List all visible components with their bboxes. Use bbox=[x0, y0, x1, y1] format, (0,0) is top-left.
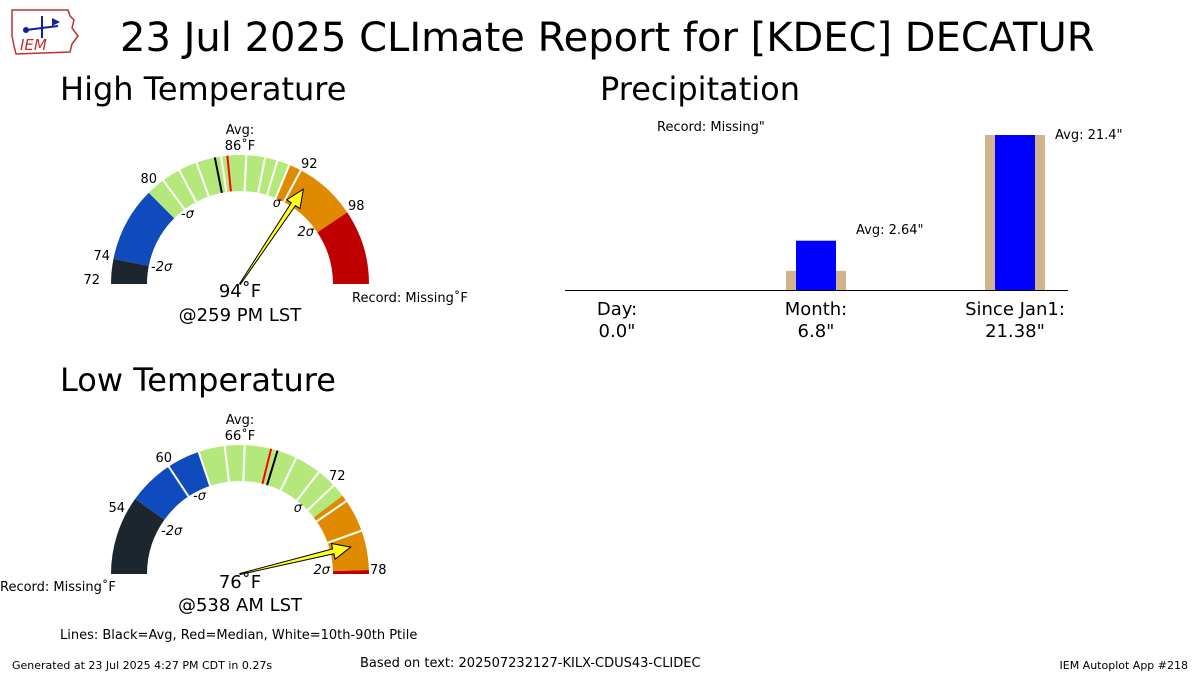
low-sigma-minus2: -2σ bbox=[161, 524, 183, 539]
high-average-line bbox=[213, 157, 223, 193]
low-sigma-plus1: σ bbox=[294, 501, 303, 516]
high-avg-label: Avg: bbox=[226, 123, 254, 138]
high-record-label: Record: Missing˚F bbox=[352, 290, 468, 306]
high-percentile-line-4 bbox=[243, 155, 248, 192]
precip-observed-bar-2 bbox=[995, 135, 1035, 290]
low-avg-label: Avg: bbox=[226, 413, 254, 428]
low-percentile-line-7 bbox=[316, 500, 347, 523]
precip-category-day: Day: bbox=[597, 299, 637, 320]
footer-app: IEM Autoplot App #218 bbox=[1059, 659, 1189, 672]
high-percentile-line-8 bbox=[282, 169, 302, 203]
low-percentile-line-0 bbox=[167, 465, 190, 498]
high-percentile-line-6 bbox=[266, 160, 279, 196]
high-tick-80: 80 bbox=[140, 172, 157, 187]
precip-record-label: Record: Missing" bbox=[657, 120, 765, 135]
high-percentile-line-2 bbox=[195, 162, 210, 197]
precip-value-day: 0.0" bbox=[599, 321, 636, 342]
high-gauge-labels: Avg: 86˚F 72 74 80 92 98 -2σ -σ σ 2σ 94˚… bbox=[83, 123, 467, 326]
low-tick-72: 72 bbox=[329, 469, 346, 484]
low-percentile-line-5 bbox=[296, 471, 320, 502]
lines-legend-note: Lines: Black=Avg, Red=Median, White=10th… bbox=[60, 628, 418, 643]
low-band-2 bbox=[198, 445, 343, 518]
precipitation-title: Precipitation bbox=[600, 70, 801, 108]
high-percentile-line-7 bbox=[274, 164, 291, 199]
footer-based-on: Based on text: 202507232127-KILX-CDUS43-… bbox=[360, 656, 701, 671]
high-temperature-title: High Temperature bbox=[60, 70, 347, 108]
low-gauge-labels: Avg: 66˚F 54 60 72 78 -2σ -σ σ 2σ 76˚F @… bbox=[0, 413, 387, 616]
low-record-label: Record: Missing˚F bbox=[0, 579, 116, 595]
high-sigma-minus1: -σ bbox=[181, 207, 195, 222]
low-band-0 bbox=[111, 498, 165, 574]
footer-generated: Generated at 23 Jul 2025 4:27 PM CDT in … bbox=[12, 659, 273, 672]
high-tick-92: 92 bbox=[301, 157, 318, 172]
precip-year-avg-label: Avg: 21.4" bbox=[1055, 128, 1123, 143]
high-tick-72: 72 bbox=[83, 273, 100, 288]
low-observed-value: 76˚F bbox=[219, 572, 261, 593]
low-percentile-line-6 bbox=[306, 484, 335, 511]
high-gauge-lines bbox=[162, 155, 302, 210]
high-gauge-arrow bbox=[238, 188, 305, 285]
low-median-line bbox=[261, 448, 273, 484]
high-tick-98: 98 bbox=[348, 199, 365, 214]
low-percentile-line-1 bbox=[197, 451, 212, 487]
high-sigma-minus2: -2σ bbox=[151, 260, 173, 275]
high-band-2 bbox=[148, 155, 290, 219]
high-median-line bbox=[226, 155, 232, 192]
high-percentile-line-0 bbox=[162, 179, 186, 210]
low-gauge-lines bbox=[167, 445, 362, 544]
low-temperature-gauge: Avg: 66˚F 54 60 72 78 -2σ -σ σ 2σ 76˚F @… bbox=[0, 413, 387, 616]
low-gauge-arrow bbox=[239, 542, 352, 576]
low-tick-60: 60 bbox=[155, 451, 172, 466]
low-sigma-minus1: -σ bbox=[193, 489, 207, 504]
low-percentile-line-2 bbox=[223, 445, 230, 482]
high-observed-value: 94˚F bbox=[219, 281, 261, 302]
high-avg-value: 86˚F bbox=[225, 138, 256, 154]
low-observed-time: @538 AM LST bbox=[178, 595, 303, 616]
iem-logo: IEM bbox=[8, 6, 82, 62]
high-band-0 bbox=[111, 258, 149, 284]
precip-observed-bar-1 bbox=[796, 240, 836, 290]
high-observed-time: @259 PM LST bbox=[179, 305, 303, 326]
high-band-3 bbox=[275, 164, 348, 233]
svg-text:IEM: IEM bbox=[20, 36, 47, 54]
precip-month-avg-label: Avg: 2.64" bbox=[856, 223, 924, 238]
low-percentile-line-3 bbox=[242, 445, 246, 482]
precip-value-month: 6.8" bbox=[798, 321, 835, 342]
low-percentile-line-4 bbox=[279, 457, 298, 491]
page-title: 23 Jul 2025 CLImate Report for [KDEC] DE… bbox=[120, 15, 1095, 61]
precip-value-year: 21.38" bbox=[985, 321, 1045, 342]
low-band-1 bbox=[135, 451, 211, 520]
high-band-1 bbox=[113, 192, 175, 266]
low-avg-value: 66˚F bbox=[225, 428, 256, 444]
low-observed-arrow bbox=[239, 542, 352, 576]
high-percentile-line-1 bbox=[178, 169, 198, 203]
high-percentile-line-5 bbox=[257, 157, 267, 193]
precip-category-month: Month: bbox=[785, 299, 847, 320]
low-tick-78: 78 bbox=[370, 563, 387, 578]
high-band-4 bbox=[317, 212, 369, 284]
low-average-line bbox=[266, 450, 279, 486]
low-band-4 bbox=[332, 569, 369, 574]
high-gauge-bands bbox=[111, 155, 369, 284]
high-temperature-gauge: Avg: 86˚F 72 74 80 92 98 -2σ -σ σ 2σ 94˚… bbox=[83, 123, 467, 326]
precip-bars bbox=[786, 135, 1045, 290]
low-tick-54: 54 bbox=[108, 501, 125, 516]
high-tick-74: 74 bbox=[93, 249, 110, 264]
low-sigma-plus2: 2σ bbox=[313, 563, 330, 578]
high-sigma-plus1: σ bbox=[273, 196, 282, 211]
precip-category-year: Since Jan1: bbox=[965, 299, 1065, 320]
high-sigma-plus2: 2σ bbox=[297, 225, 314, 240]
low-temperature-title: Low Temperature bbox=[60, 361, 336, 399]
high-percentile-line-3 bbox=[220, 156, 228, 193]
low-percentile-line-8 bbox=[327, 529, 362, 544]
high-observed-arrow bbox=[238, 188, 305, 285]
precipitation-chart: Record: Missing" Avg: 2.64" Avg: 21.4" D… bbox=[565, 120, 1123, 342]
